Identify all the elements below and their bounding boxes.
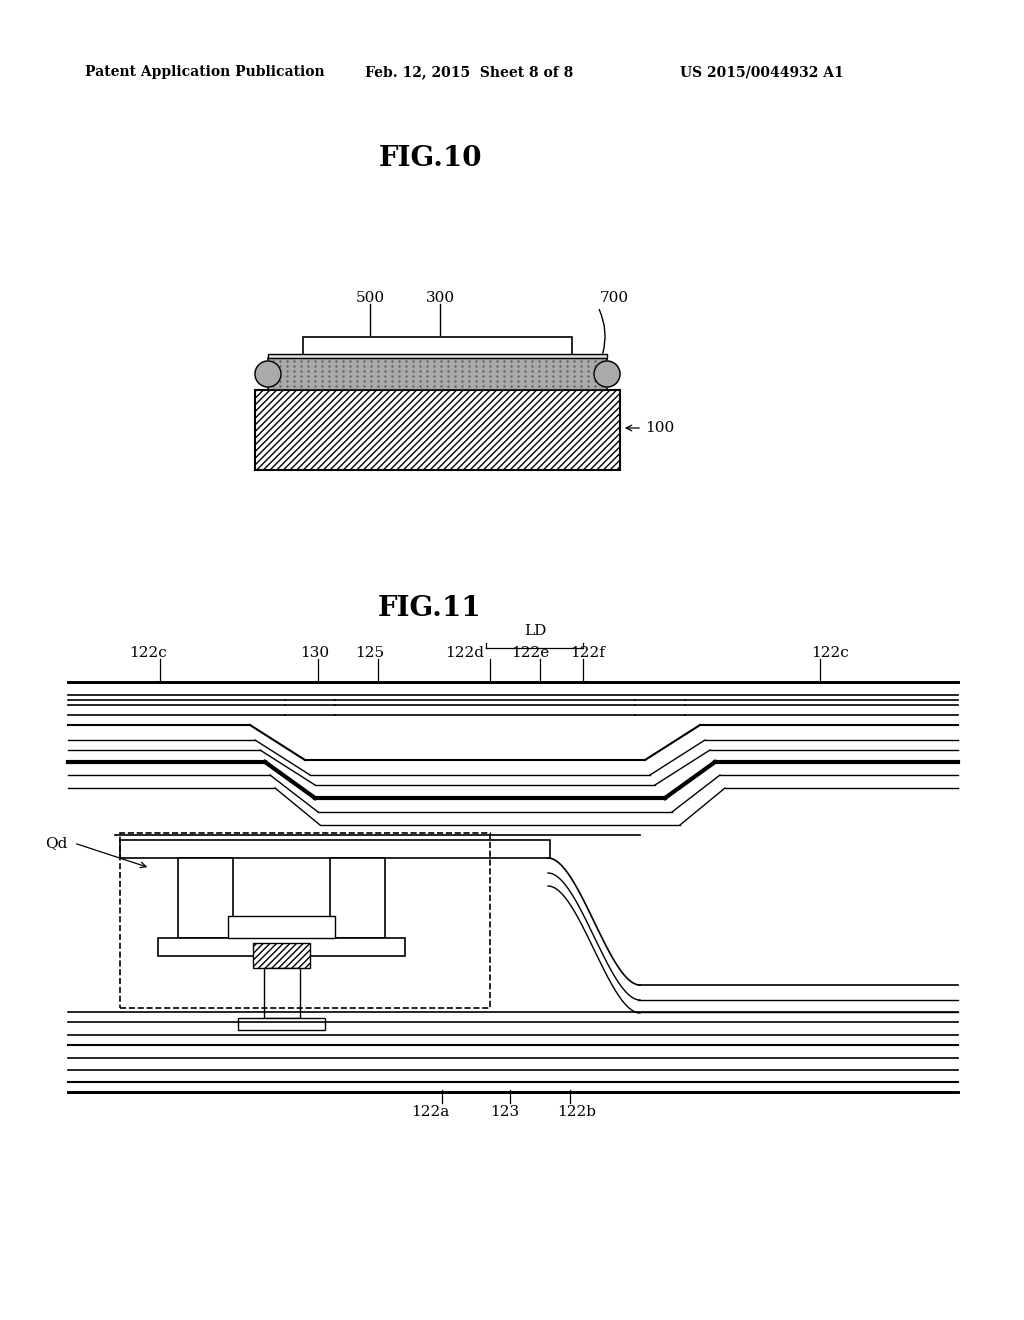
Bar	[330, 858, 385, 939]
Bar	[228, 916, 335, 939]
Text: 122b: 122b	[557, 1105, 597, 1119]
Bar	[255, 389, 620, 470]
Text: 122c: 122c	[129, 645, 167, 660]
Text: 122f: 122f	[570, 645, 605, 660]
Text: 122a: 122a	[411, 1105, 450, 1119]
Text: FIG.11: FIG.11	[378, 594, 482, 622]
Text: Qd: Qd	[46, 836, 68, 850]
Text: 125: 125	[355, 645, 385, 660]
Bar	[158, 939, 406, 956]
Bar	[253, 942, 310, 968]
Bar	[120, 833, 490, 1008]
Text: 122d: 122d	[445, 645, 484, 660]
Text: 100: 100	[645, 421, 674, 436]
Bar	[238, 1018, 325, 1030]
Text: 130: 130	[300, 645, 330, 660]
Bar	[303, 337, 572, 358]
Bar	[263, 968, 299, 1018]
Text: LD: LD	[524, 624, 546, 638]
Text: Patent Application Publication: Patent Application Publication	[85, 65, 325, 79]
Text: FIG.10: FIG.10	[378, 144, 481, 172]
Text: Feb. 12, 2015  Sheet 8 of 8: Feb. 12, 2015 Sheet 8 of 8	[365, 65, 573, 79]
Text: 122c: 122c	[811, 645, 849, 660]
Text: US 2015/0044932 A1: US 2015/0044932 A1	[680, 65, 844, 79]
Text: 122e: 122e	[511, 645, 549, 660]
Bar	[120, 840, 550, 858]
Bar	[268, 354, 607, 358]
Bar	[268, 358, 607, 389]
Bar	[178, 858, 233, 939]
Circle shape	[255, 360, 281, 387]
Text: 300: 300	[425, 290, 455, 305]
Text: 700: 700	[600, 290, 629, 305]
Text: 500: 500	[355, 290, 385, 305]
Text: 123: 123	[490, 1105, 519, 1119]
Circle shape	[594, 360, 620, 387]
